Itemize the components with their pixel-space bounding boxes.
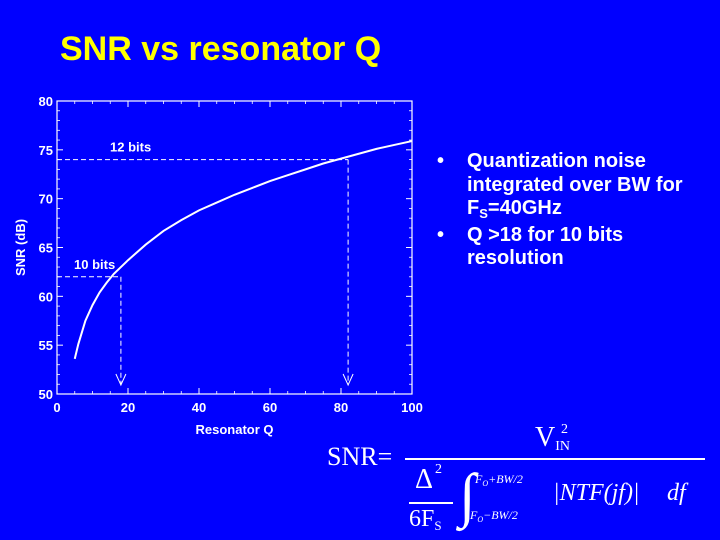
formula-inner-bar	[409, 502, 453, 504]
y-tick-label: 50	[39, 387, 53, 402]
formula-six-f-text: 6F	[409, 506, 435, 532]
bullet-marker: •	[437, 150, 445, 172]
bullet-q-resolution: • Q >18 for 10 bits resolution	[437, 224, 707, 271]
x-tick-label: 20	[121, 400, 135, 415]
x-tick-label: 40	[192, 400, 206, 415]
formula-numerator: VIN	[535, 422, 570, 455]
formula-numerator-v: V	[535, 422, 556, 453]
y-axis-label: SNR (dB)	[13, 219, 28, 276]
x-tick-label: 60	[263, 400, 277, 415]
formula-lower-limit-sub: O	[477, 515, 484, 524]
formula-six-f: 6FS	[409, 506, 442, 534]
formula-integrand: |NTF(jf)|	[553, 480, 640, 506]
formula-upper-limit-sub: O	[482, 479, 489, 488]
formula-delta: Δ	[415, 464, 434, 495]
x-axis-label: Resonator Q	[195, 422, 273, 437]
y-tick-label: 60	[39, 289, 53, 304]
annotation-arrow	[115, 373, 127, 387]
y-tick-label: 75	[39, 143, 53, 158]
y-tick-label: 70	[39, 192, 53, 207]
y-tick-label: 65	[39, 241, 53, 256]
bullet-subscript: S	[479, 206, 488, 222]
formula-six-f-sub: S	[434, 518, 442, 533]
x-tick-label: 80	[334, 400, 348, 415]
formula-df: df	[667, 480, 686, 506]
slide-title: SNR vs resonator Q	[60, 30, 382, 68]
formula-upper-limit-rest: +BW/2	[488, 472, 523, 486]
formula-numerator-sub: IN	[555, 439, 571, 454]
formula-numerator-sup: 2	[561, 422, 568, 437]
bullet-list: • Quantization noise integrated over BW …	[437, 150, 707, 273]
snr-formula: SNR= VIN 2 Δ 2 6FS ∫ FO+BW/2 FO−BW/2 |NT…	[325, 420, 710, 540]
bullet-text: Q >18 for 10 bits resolution	[467, 223, 624, 270]
x-tick-label: 100	[401, 400, 423, 415]
formula-fraction-bar	[405, 458, 705, 460]
x-tick-label: 0	[53, 400, 60, 415]
formula-integral-sign: ∫	[459, 462, 476, 528]
formula-lower-limit-f: F	[470, 508, 478, 522]
formula-lhs: SNR=	[327, 442, 393, 471]
y-tick-label: 55	[39, 338, 53, 353]
formula-upper-limit: FO+BW/2	[475, 472, 523, 488]
formula-upper-limit-f: F	[475, 472, 483, 486]
formula-lower-limit: FO−BW/2	[470, 508, 518, 524]
annotation-label: 12 bits	[110, 140, 151, 155]
bullet-text: Quantization noise integrated over BW fo…	[467, 150, 683, 220]
bullet-text-end: =40GHz	[487, 197, 562, 220]
bullet-quantization-noise: • Quantization noise integrated over BW …	[437, 150, 707, 222]
formula-delta-sup: 2	[435, 462, 442, 477]
annotation-arrow	[342, 373, 354, 387]
snr-curve	[73, 140, 413, 360]
y-tick-label: 80	[39, 94, 53, 109]
formula-lower-limit-rest: −BW/2	[483, 508, 518, 522]
bullet-marker: •	[437, 223, 445, 246]
annotation-label: 10 bits	[74, 257, 115, 272]
